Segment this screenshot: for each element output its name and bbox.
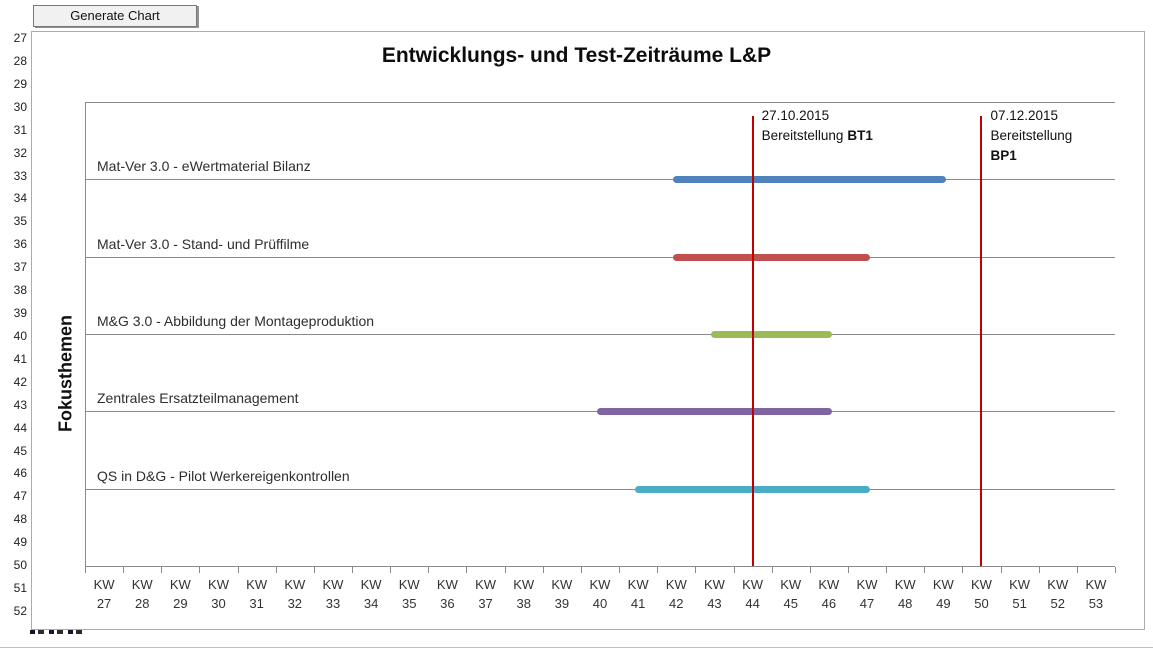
row-header-45[interactable]: 45 [13, 443, 27, 458]
window-bottom-edge [0, 647, 1153, 648]
row-header-41[interactable]: 41 [13, 351, 27, 366]
row-header-32[interactable]: 32 [13, 145, 27, 160]
row-header-27[interactable]: 27 [13, 31, 27, 45]
row-header-38[interactable]: 38 [13, 283, 27, 298]
row-header-39[interactable]: 39 [13, 306, 27, 321]
row-header-34[interactable]: 34 [13, 191, 27, 206]
clipped-cell-text [30, 630, 84, 634]
generate-chart-button[interactable]: Generate Chart [33, 5, 197, 27]
row-header-31[interactable]: 31 [13, 122, 27, 137]
y-axis-title: Fokusthemen [55, 314, 76, 433]
row-header-51[interactable]: 51 [13, 581, 27, 596]
row-header-49[interactable]: 49 [13, 535, 27, 550]
row-header-30[interactable]: 30 [13, 99, 27, 114]
row-header-44[interactable]: 44 [13, 420, 27, 435]
row-header-47[interactable]: 47 [13, 489, 27, 504]
row-header-35[interactable]: 35 [13, 214, 27, 229]
row-header-46[interactable]: 46 [13, 466, 27, 481]
row-header-42[interactable]: 42 [13, 374, 27, 389]
chart-frame[interactable] [31, 31, 1145, 630]
row-header-40[interactable]: 40 [13, 328, 27, 343]
row-header-43[interactable]: 43 [13, 397, 27, 412]
row-header-29[interactable]: 29 [13, 76, 27, 91]
row-header-36[interactable]: 36 [13, 237, 27, 252]
row-header-52[interactable]: 52 [13, 604, 27, 618]
row-header-33[interactable]: 33 [13, 168, 27, 183]
chart-title: Entwicklungs- und Test-Zeiträume L&P [381, 44, 772, 67]
row-header-37[interactable]: 37 [13, 260, 27, 275]
row-header-28[interactable]: 28 [13, 53, 27, 68]
row-header-50[interactable]: 50 [13, 558, 27, 573]
row-header-48[interactable]: 48 [13, 512, 27, 527]
